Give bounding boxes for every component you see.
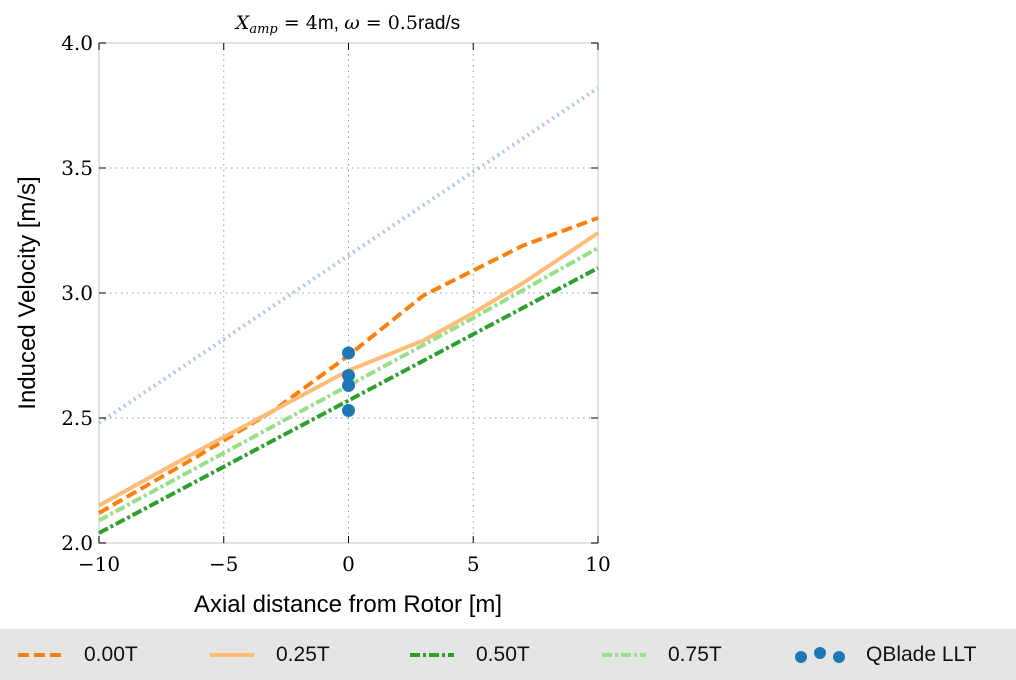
title-unit2: rad/s <box>418 13 460 34</box>
legend-item-0-75t: 0.75T <box>602 629 722 680</box>
y-tick-label: 4.0 <box>61 31 93 55</box>
legend-swatch-0-50t <box>410 652 454 657</box>
chart-title: Xamp = 4m, ω = 0.5rad/s <box>234 12 460 37</box>
legend-item-0-50t: 0.50T <box>410 629 530 680</box>
series-line-reference <box>97 86 600 425</box>
legend-label-0-75t: 0.75T <box>668 642 722 666</box>
title-omega: ω <box>344 12 360 34</box>
scatter-point <box>342 369 355 382</box>
series-line-0-50t <box>98 266 599 535</box>
x-axis-label: Axial distance from Rotor [m] <box>194 591 502 618</box>
legend-label-qblade-llt: QBlade LLT <box>866 642 977 666</box>
scatter-point <box>342 404 355 417</box>
legend: 0.00T 0.25T 0.50T 0.75T QBlade LLT <box>0 629 1016 680</box>
legend-label-0-25t: 0.25T <box>276 642 330 666</box>
ticks: −10 −5 0 5 10 2.0 2.5 3.0 3.5 4.0 <box>61 31 611 576</box>
x-tick-label: 10 <box>585 552 610 576</box>
legend-label-0-00t: 0.00T <box>84 642 138 666</box>
series-layer <box>97 86 600 535</box>
scatter-point <box>342 346 355 360</box>
x-tick-label: 5 <box>467 552 480 576</box>
y-tick-label: 2.0 <box>61 531 93 555</box>
y-axis-label: Induced Velocity [m/s] <box>14 176 41 409</box>
legend-item-0-00t: 0.00T <box>18 629 138 680</box>
chart: −10 −5 0 5 10 2.0 2.5 3.0 3.5 4.0 Xamp = 4m, ω = … <box>14 12 611 618</box>
title-unit1: m, <box>318 13 344 34</box>
y-tick-label: 2.5 <box>61 406 93 430</box>
legend-item-qblade-llt: QBlade LLT <box>794 629 977 680</box>
title-eq2: = 0.5 <box>360 12 418 34</box>
title-sub: amp <box>249 22 278 37</box>
x-tick-label: −10 <box>78 552 120 576</box>
grid <box>99 43 598 543</box>
series-line-0-25t <box>98 231 600 508</box>
x-tick-label: −5 <box>209 552 238 576</box>
x-tick-label: 0 <box>342 552 355 576</box>
scatter-layer <box>342 346 355 417</box>
scatter-point <box>342 379 355 392</box>
title-eq1: = 4 <box>278 12 318 34</box>
legend-label-0-50t: 0.50T <box>476 642 530 666</box>
legend-swatch-0-75t <box>602 652 646 657</box>
series-line-0-75t <box>98 246 599 523</box>
legend-swatch-0-25t <box>210 652 254 657</box>
y-tick-label: 3.0 <box>61 281 93 305</box>
legend-swatch-0-00t <box>18 652 62 657</box>
y-tick-label: 3.5 <box>61 156 93 180</box>
legend-item-0-25t: 0.25T <box>210 629 330 680</box>
series-line-0-00t <box>98 216 599 515</box>
legend-swatch-qblade-llt <box>795 646 845 663</box>
title-var: X <box>234 12 251 34</box>
